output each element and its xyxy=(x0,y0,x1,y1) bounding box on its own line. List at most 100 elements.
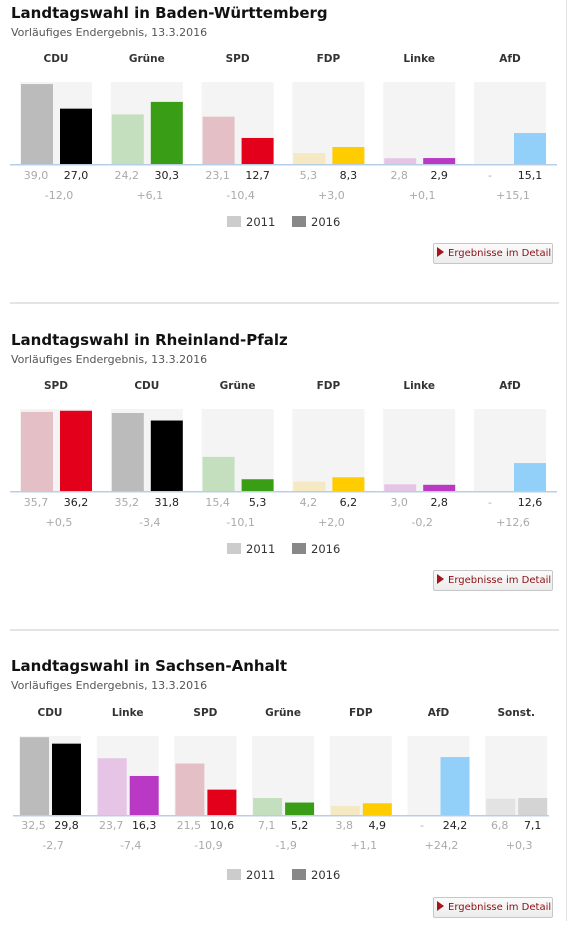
bar-2011-spd xyxy=(21,411,53,491)
legend-swatch-2011 xyxy=(227,543,241,554)
section-subtitle: Vorläufiges Endergebnis, 13.3.2016 xyxy=(11,679,208,692)
chart-baseline xyxy=(10,164,557,166)
legend-label-2016: 2016 xyxy=(311,868,341,882)
legend-label-2011: 2011 xyxy=(246,868,276,882)
bar-2016-linke xyxy=(423,158,456,164)
bar-2016-fdp xyxy=(332,146,365,164)
section-divider xyxy=(10,302,559,304)
data-label-2011: 35,2 xyxy=(115,496,140,509)
bar-2016-spd xyxy=(60,410,92,491)
diff-label: +1,1 xyxy=(350,839,377,852)
data-label-2016: 16,3 xyxy=(132,819,157,832)
category-label: FDP xyxy=(317,380,341,392)
bar-2011-cdu xyxy=(111,412,144,491)
right-border xyxy=(566,0,567,921)
section-title: Landtagswahl in Baden-Württemberg xyxy=(11,4,328,22)
details-button[interactable]: Ergebnisse im Detail xyxy=(433,570,553,591)
diff-label: +12,6 xyxy=(496,516,530,529)
category-label: SPD xyxy=(193,707,217,719)
category-label: SPD xyxy=(44,380,68,392)
diff-label: +0,5 xyxy=(46,516,73,529)
bar-2016-spd xyxy=(207,789,237,815)
data-label-2016: 12,7 xyxy=(245,169,270,182)
data-label-2016: 8,3 xyxy=(340,169,358,182)
bar-2016-grüne xyxy=(150,101,183,164)
category-label: Grüne xyxy=(220,380,256,392)
play-arrow-icon xyxy=(437,901,444,911)
section-subtitle: Vorläufiges Endergebnis, 13.3.2016 xyxy=(11,26,208,39)
data-label-2011: 24,2 xyxy=(115,169,140,182)
bar-2016-spd xyxy=(241,137,274,164)
details-button[interactable]: Ergebnisse im Detail xyxy=(433,243,553,264)
diff-label: -10,4 xyxy=(226,189,254,202)
diff-label: -1,9 xyxy=(275,839,296,852)
data-label-2011: 5,3 xyxy=(300,169,318,182)
bar-2011-spd xyxy=(202,116,235,164)
legend-item-2011: 2011 xyxy=(227,542,275,558)
data-label-2011: - xyxy=(488,496,492,509)
bar-2016-fdp xyxy=(332,477,365,491)
bar-2011-linke xyxy=(384,158,417,164)
diff-label: -10,1 xyxy=(226,516,254,529)
diff-label: +3,0 xyxy=(318,189,345,202)
data-label-2016: 31,8 xyxy=(155,496,180,509)
diff-label: -3,4 xyxy=(139,516,160,529)
legend-label-2011: 2011 xyxy=(246,215,276,229)
legend-swatch-2016 xyxy=(292,216,306,227)
diff-label: -7,4 xyxy=(120,839,141,852)
data-label-2011: 23,7 xyxy=(99,819,124,832)
bar-2011-spd xyxy=(175,763,205,815)
bar-chart: SPD 35,7 36,2 +0,5 CDU 35,2 31,8 -3,4 Grüne 15,4 5… xyxy=(10,380,557,529)
bar-2011-cdu xyxy=(21,84,53,164)
bar-2016-afd xyxy=(514,133,546,164)
bar-2016-cdu xyxy=(60,108,92,164)
legend-item-2016: 2016 xyxy=(292,215,340,231)
data-label-2016: 4,9 xyxy=(369,819,387,832)
category-label: Linke xyxy=(112,707,144,719)
data-label-2011: 15,4 xyxy=(205,496,230,509)
data-label-2011: 23,1 xyxy=(205,169,230,182)
bar-2016-grüne xyxy=(241,479,274,491)
legend-swatch-2016 xyxy=(292,869,306,880)
chart-legend: 2011 2016 xyxy=(0,868,566,884)
diff-label: -0,2 xyxy=(411,516,432,529)
section-title: Landtagswahl in Sachsen-Anhalt xyxy=(11,657,288,675)
bar-2011-grüne xyxy=(111,114,144,164)
category-label: AfD xyxy=(428,707,450,719)
chart-legend: 2011 2016 xyxy=(0,542,566,558)
bar-2011-fdp xyxy=(293,481,326,491)
category-label: CDU xyxy=(38,707,63,719)
category-label: Grüne xyxy=(129,53,165,65)
chart-baseline xyxy=(10,491,557,493)
bar-2016-afd xyxy=(514,463,546,491)
data-label-2016: 30,3 xyxy=(155,169,180,182)
bar-2016-grüne xyxy=(285,802,315,815)
category-label: CDU xyxy=(134,380,159,392)
data-label-2016: 2,8 xyxy=(430,496,448,509)
data-label-2016: 7,1 xyxy=(524,819,542,832)
data-label-2016: 6,2 xyxy=(340,496,358,509)
legend-label-2011: 2011 xyxy=(246,542,276,556)
bar-2016-fdp xyxy=(362,803,392,815)
play-arrow-icon xyxy=(437,247,444,257)
diff-label: -2,7 xyxy=(42,839,63,852)
data-label-2011: - xyxy=(420,819,424,832)
data-label-2011: 21,5 xyxy=(177,819,202,832)
bar-2016-afd xyxy=(440,757,470,815)
chart-legend: 2011 2016 xyxy=(0,215,566,231)
data-label-2011: - xyxy=(488,169,492,182)
data-label-2011: 32,5 xyxy=(21,819,46,832)
bar-chart: CDU 39,0 27,0 -12,0 Grüne 24,2 30,3 +6,1 SPD 23,1… xyxy=(10,53,557,202)
chart-baseline xyxy=(13,815,549,817)
data-label-2016: 27,0 xyxy=(64,169,89,182)
category-label: Linke xyxy=(403,53,435,65)
plot-panel-linke xyxy=(383,82,456,164)
category-label: Linke xyxy=(403,380,435,392)
category-label: FDP xyxy=(349,707,373,719)
legend-swatch-2016 xyxy=(292,543,306,554)
details-button[interactable]: Ergebnisse im Detail xyxy=(433,897,553,918)
bar-2011-fdp xyxy=(293,153,326,164)
data-label-2016: 29,8 xyxy=(54,819,79,832)
legend-item-2016: 2016 xyxy=(292,542,340,558)
bar-2016-linke xyxy=(423,484,456,491)
